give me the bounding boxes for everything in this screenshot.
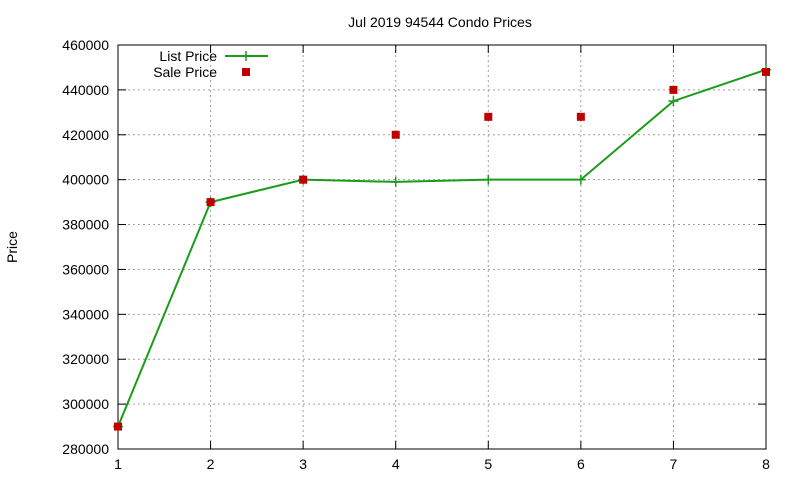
y-axis-label: Price xyxy=(4,231,20,263)
sale-price-point xyxy=(299,175,308,184)
grid-layer xyxy=(118,45,766,449)
sale-price-point xyxy=(762,67,770,76)
chart-title: Jul 2019 94544 Condo Prices xyxy=(348,14,532,30)
y-tick-label: 420000 xyxy=(62,127,109,143)
x-tick-label: 4 xyxy=(392,456,400,472)
y-tick-label: 380000 xyxy=(62,217,109,233)
sale-price-point xyxy=(576,112,585,121)
list-price-point xyxy=(483,174,494,185)
sale-price-point xyxy=(669,85,678,94)
x-tick-label: 1 xyxy=(114,456,122,472)
legend-square-swatch xyxy=(242,68,250,76)
series-layer xyxy=(113,64,771,432)
sale-price-point xyxy=(484,112,493,121)
list-price-point xyxy=(575,174,586,185)
sale-price-point xyxy=(391,130,400,139)
axis-layer: 280000 300000 320000 340000 360000 380000 4000… xyxy=(62,37,770,472)
x-tick-label: 5 xyxy=(484,456,492,472)
y-tick-label: 300000 xyxy=(62,396,109,412)
y-tick-label: 460000 xyxy=(62,37,109,53)
list-price-line xyxy=(117,68,767,427)
x-tick-label: 6 xyxy=(577,456,585,472)
y-tick-label: 360000 xyxy=(62,261,109,277)
list-price-point xyxy=(668,96,679,107)
y-tick-label: 440000 xyxy=(62,82,109,98)
x-tick-label: 2 xyxy=(207,456,215,472)
y-tick-label: 340000 xyxy=(62,306,109,322)
y-tick-label: 400000 xyxy=(62,172,109,188)
plot-frame xyxy=(117,44,767,450)
y-tick-label: 320000 xyxy=(62,351,109,367)
sale-price-point xyxy=(114,422,122,431)
x-tick-label: 7 xyxy=(670,456,678,472)
x-tick-label: 3 xyxy=(299,456,307,472)
sale-price-point xyxy=(206,198,215,207)
list-price-point xyxy=(390,176,401,187)
legend-label: List Price xyxy=(159,48,217,64)
legend-label: Sale Price xyxy=(153,64,217,80)
y-tick-label: 280000 xyxy=(62,441,109,457)
x-tick-label: 8 xyxy=(762,456,770,472)
